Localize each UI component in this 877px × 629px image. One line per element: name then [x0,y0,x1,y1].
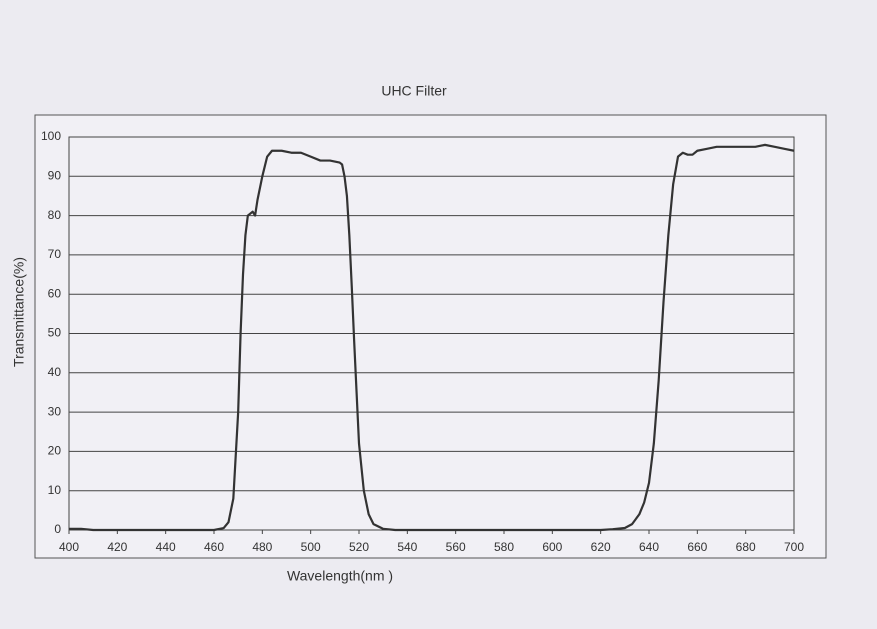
transmittance-line [69,143,795,532]
x-tick-label: 680 [736,540,756,554]
x-tick-label: 540 [397,540,417,554]
y-tick-label: 10 [48,483,62,497]
x-tick-label: 580 [494,540,514,554]
x-tick-label: 600 [542,540,562,554]
chart-title: UHC Filter [381,83,447,99]
x-tick-label: 660 [687,540,707,554]
x-tick-label: 480 [252,540,272,554]
y-tick-label: 40 [48,365,62,379]
x-tick-label: 620 [591,540,611,554]
y-tick-label: 70 [48,247,62,261]
y-axis-label: Transmittance(%) [11,257,27,367]
x-tick-label: 440 [156,540,176,554]
x-tick-label: 460 [204,540,224,554]
x-tick-label: 500 [301,540,321,554]
x-tick-label: 560 [446,540,466,554]
x-tick-label: 640 [639,540,659,554]
y-tick-label: 60 [48,286,62,300]
x-tick-label: 420 [107,540,127,554]
y-tick-label: 0 [54,522,61,536]
chart-frame [34,114,827,559]
x-tick-label: 400 [59,540,79,554]
y-tick-label: 90 [48,168,62,182]
x-tick-label: 520 [349,540,369,554]
y-tick-label: 80 [48,208,62,222]
y-tick-label: 50 [48,326,62,340]
x-tick-label: 700 [784,540,804,554]
y-tick-label: 30 [48,404,62,418]
y-tick-label: 20 [48,444,62,458]
x-axis-label: Wavelength(nm ) [287,568,393,584]
y-tick-label: 100 [41,129,61,143]
